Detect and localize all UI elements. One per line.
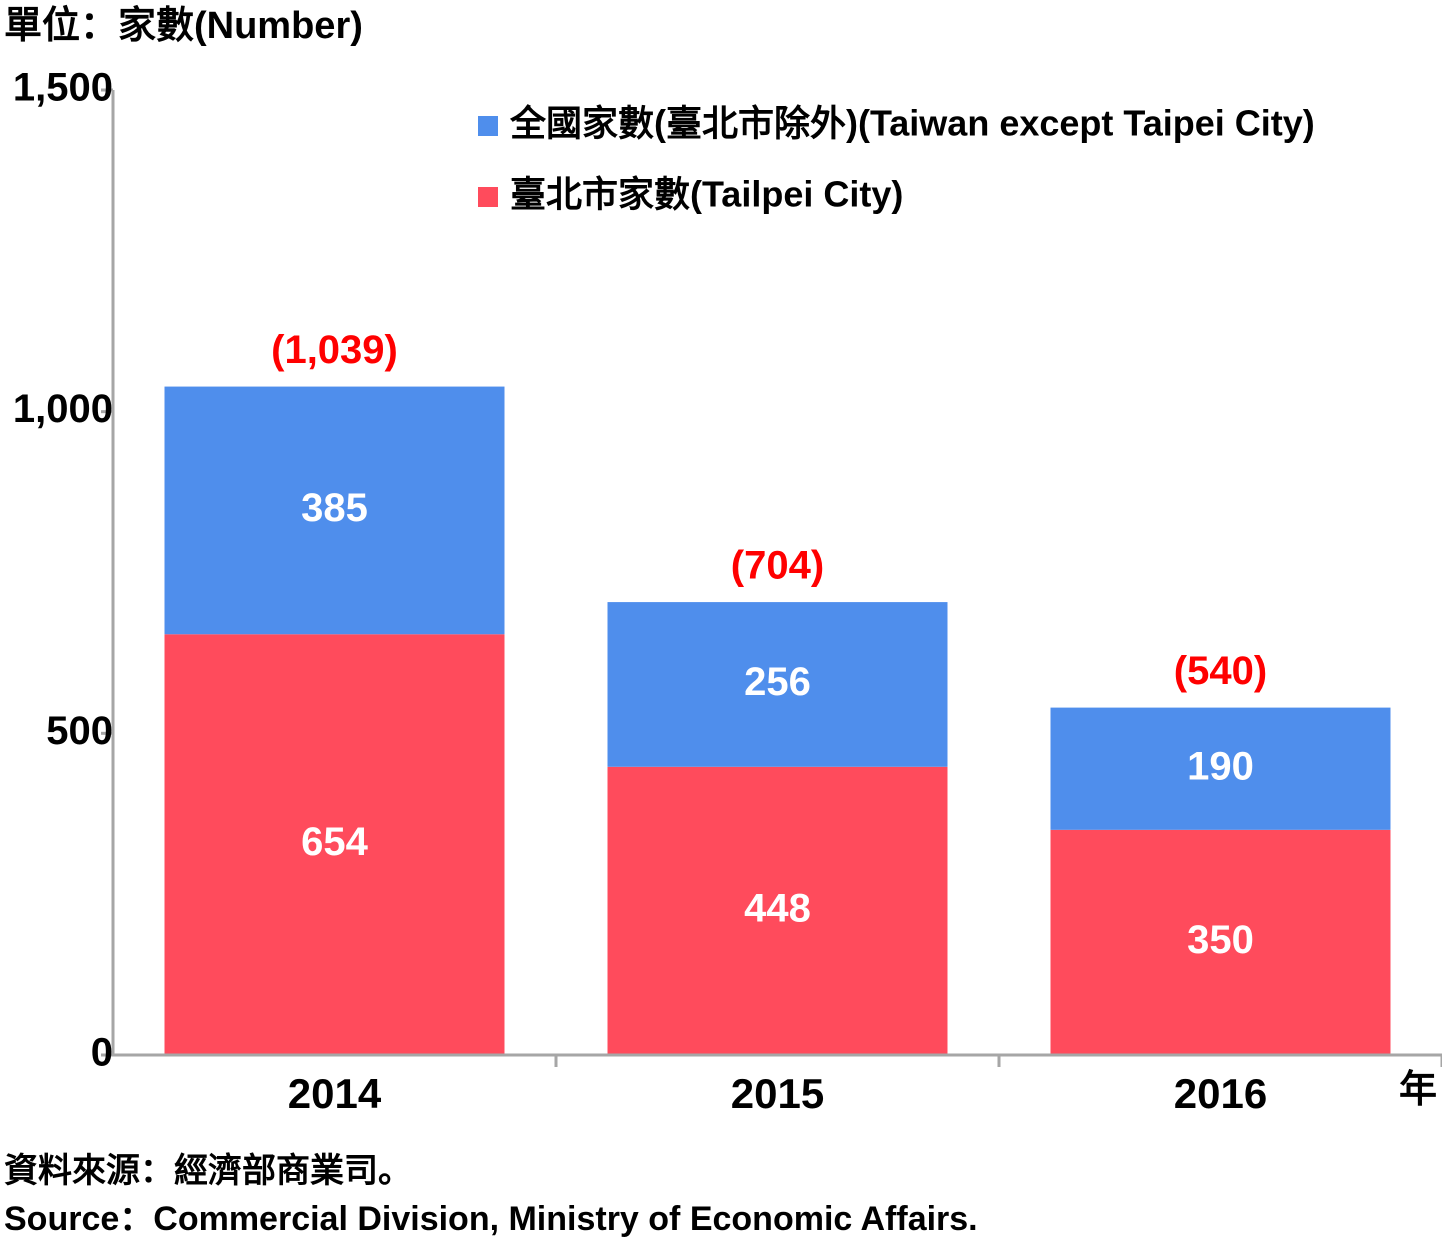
- value-label: 385: [301, 486, 368, 530]
- y-tick-label: 0: [91, 1031, 113, 1075]
- bar-segment: [1050, 829, 1391, 1055]
- legend-swatch: [478, 187, 498, 207]
- value-label: 350: [1187, 918, 1254, 962]
- x-unit-label: 年: [1399, 1069, 1437, 1111]
- unit-label: 單位：家數(Number): [4, 5, 363, 47]
- bar-segment: [1050, 707, 1391, 830]
- value-label: 448: [744, 886, 811, 930]
- bar-segment: [607, 602, 948, 767]
- x-tick-label: 2014: [288, 1070, 382, 1117]
- x-tick-label: 2016: [1174, 1070, 1267, 1117]
- source-zh: 資料來源：經濟部商業司。: [4, 1151, 412, 1190]
- y-tick-label: 500: [46, 709, 113, 753]
- value-label: 190: [1187, 744, 1254, 788]
- bar-segment: [164, 386, 505, 635]
- source-en: Source：Commercial Division, Ministry of …: [4, 1200, 978, 1238]
- legend-swatch: [478, 116, 498, 136]
- x-tick-label: 2015: [731, 1070, 824, 1117]
- legend-label: 臺北市家數(Tailpei City): [510, 174, 903, 215]
- bar-segment: [164, 634, 505, 1055]
- value-label: 256: [744, 660, 811, 704]
- total-label: (540): [1174, 649, 1267, 693]
- y-tick-label: 1,500: [13, 66, 113, 110]
- bar-segment: [607, 766, 948, 1055]
- legend-label: 全國家數(臺北市除外)(Taiwan except Taipei City): [509, 103, 1315, 144]
- total-label: (1,039): [271, 328, 398, 372]
- value-label: 654: [301, 820, 368, 864]
- y-tick-label: 1,000: [13, 387, 113, 431]
- total-label: (704): [731, 544, 824, 588]
